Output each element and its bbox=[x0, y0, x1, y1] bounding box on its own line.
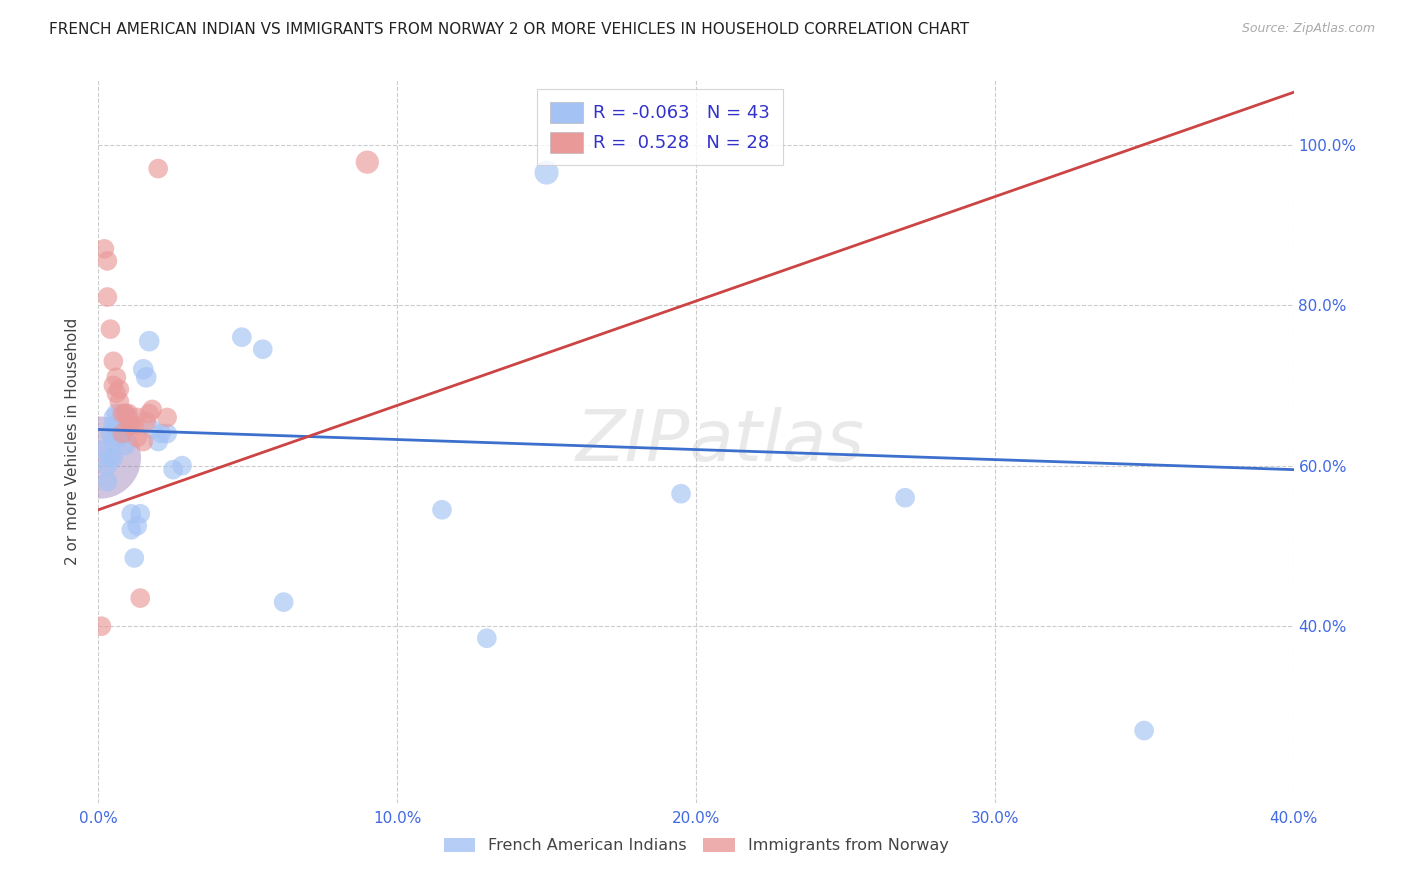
Point bbox=[138, 407, 160, 421]
Point bbox=[430, 503, 453, 517]
Point bbox=[356, 155, 378, 169]
Point bbox=[117, 410, 139, 425]
Point bbox=[150, 426, 173, 441]
Point bbox=[98, 322, 122, 336]
Point bbox=[273, 595, 295, 609]
Point bbox=[108, 383, 131, 397]
Point bbox=[108, 394, 131, 409]
Point bbox=[103, 354, 125, 368]
Point bbox=[129, 507, 152, 521]
Point bbox=[105, 386, 128, 401]
Y-axis label: 2 or more Vehicles in Household: 2 or more Vehicles in Household bbox=[65, 318, 80, 566]
Point bbox=[114, 407, 136, 421]
Point bbox=[475, 632, 498, 646]
Point bbox=[96, 475, 118, 489]
Point bbox=[135, 370, 157, 384]
Point bbox=[135, 415, 157, 429]
Point bbox=[98, 426, 122, 441]
Point bbox=[127, 519, 149, 533]
Text: Source: ZipAtlas.com: Source: ZipAtlas.com bbox=[1241, 22, 1375, 36]
Point bbox=[96, 458, 118, 473]
Text: FRENCH AMERICAN INDIAN VS IMMIGRANTS FROM NORWAY 2 OR MORE VEHICLES IN HOUSEHOLD: FRENCH AMERICAN INDIAN VS IMMIGRANTS FRO… bbox=[49, 22, 969, 37]
Point bbox=[252, 342, 274, 356]
Point bbox=[156, 426, 179, 441]
Point bbox=[894, 491, 917, 505]
Point bbox=[111, 410, 134, 425]
Point bbox=[132, 434, 155, 449]
Point bbox=[105, 423, 128, 437]
Point bbox=[1133, 723, 1156, 738]
Point bbox=[105, 407, 128, 421]
Point bbox=[536, 166, 558, 180]
Point bbox=[141, 402, 163, 417]
Point bbox=[117, 407, 139, 421]
Point bbox=[127, 431, 149, 445]
Point bbox=[89, 450, 111, 465]
Point bbox=[120, 507, 142, 521]
Point bbox=[120, 523, 142, 537]
Point bbox=[108, 431, 131, 445]
Point bbox=[114, 439, 136, 453]
Point bbox=[172, 458, 194, 473]
Point bbox=[162, 463, 184, 477]
Point bbox=[111, 407, 134, 421]
Point bbox=[111, 426, 134, 441]
Point bbox=[127, 410, 149, 425]
Point bbox=[114, 426, 136, 441]
Point bbox=[103, 434, 125, 449]
Point bbox=[148, 161, 170, 176]
Point bbox=[96, 290, 118, 304]
Point bbox=[105, 370, 128, 384]
Point bbox=[103, 418, 125, 433]
Point bbox=[98, 450, 122, 465]
Point bbox=[148, 434, 170, 449]
Point bbox=[124, 418, 146, 433]
Point bbox=[108, 418, 131, 433]
Legend: French American Indians, Immigrants from Norway: French American Indians, Immigrants from… bbox=[437, 831, 955, 860]
Point bbox=[156, 410, 179, 425]
Point bbox=[120, 418, 142, 433]
Point bbox=[96, 254, 118, 268]
Point bbox=[231, 330, 253, 344]
Point bbox=[129, 591, 152, 606]
Point bbox=[111, 415, 134, 429]
Text: ZIPatlas: ZIPatlas bbox=[575, 407, 865, 476]
Point bbox=[117, 418, 139, 433]
Point bbox=[90, 619, 112, 633]
Point bbox=[669, 487, 692, 501]
Point bbox=[124, 551, 146, 566]
Point bbox=[93, 442, 115, 457]
Point bbox=[114, 407, 136, 421]
Point bbox=[93, 242, 115, 256]
Point bbox=[103, 410, 125, 425]
Point bbox=[141, 423, 163, 437]
Point bbox=[138, 334, 160, 349]
Point bbox=[103, 450, 125, 465]
Point bbox=[103, 378, 125, 392]
Point bbox=[117, 415, 139, 429]
Point bbox=[132, 362, 155, 376]
